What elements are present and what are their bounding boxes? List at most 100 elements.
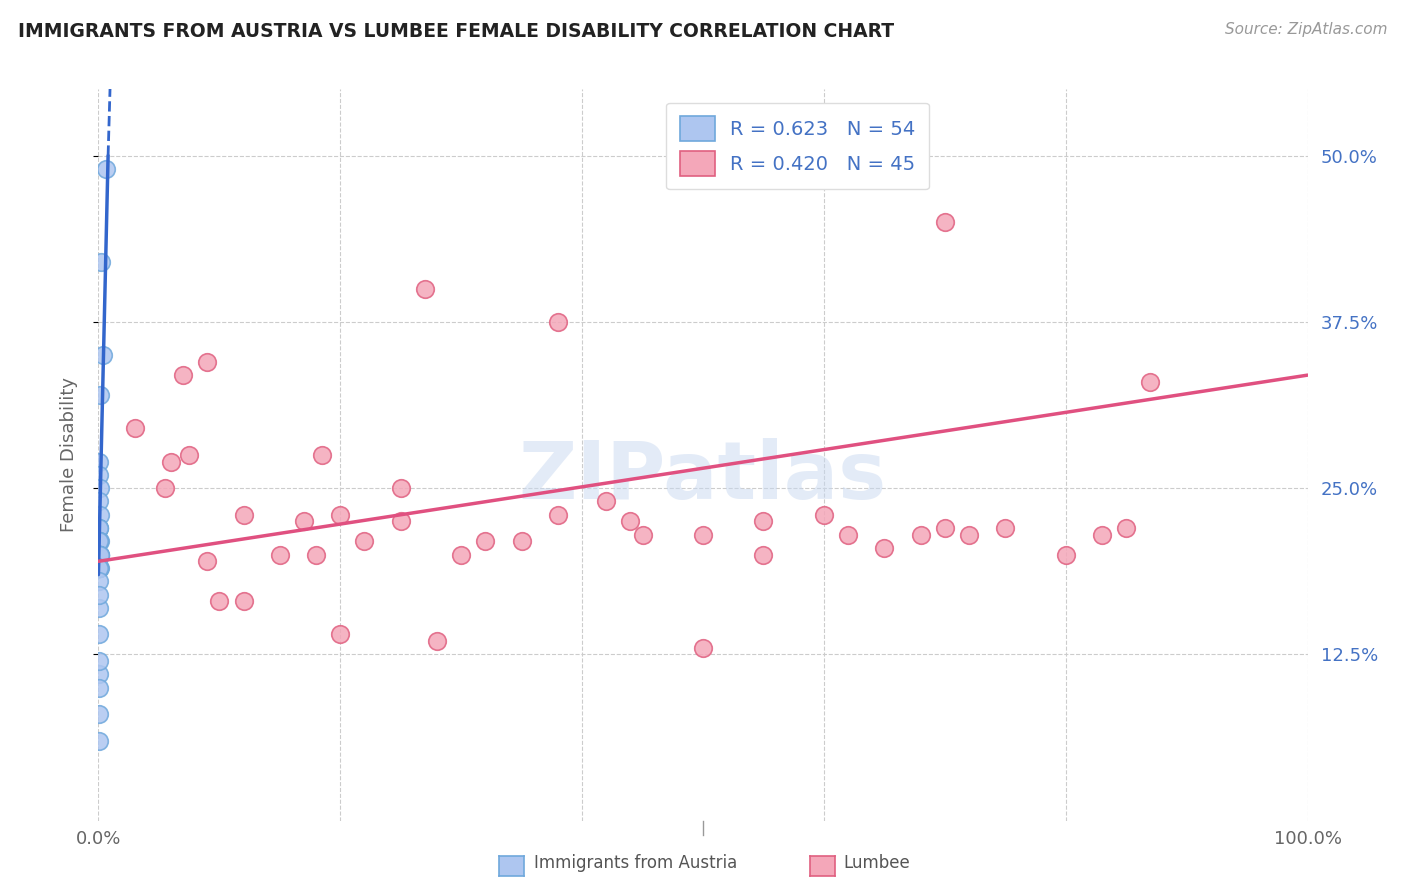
Point: [89, 548, 111, 562]
Point: [89, 534, 111, 549]
Point: [292, 515, 315, 529]
Point: [87, 521, 110, 535]
Point: [1091, 527, 1114, 541]
Point: [232, 594, 254, 608]
Point: [426, 634, 449, 648]
Point: [94, 161, 117, 176]
Point: [413, 282, 436, 296]
Point: [87, 561, 110, 575]
Point: [752, 515, 775, 529]
Text: Source: ZipAtlas.com: Source: ZipAtlas.com: [1225, 22, 1388, 37]
Point: [172, 368, 194, 383]
Point: [934, 521, 956, 535]
Point: [89, 548, 111, 562]
Point: [269, 548, 291, 562]
Point: [87, 588, 110, 602]
Point: [89, 574, 111, 589]
Point: [89, 561, 111, 575]
Point: [87, 548, 110, 562]
Text: ZIPatlas: ZIPatlas: [519, 438, 887, 516]
Point: [89, 548, 111, 562]
Point: [89, 534, 111, 549]
Point: [87, 734, 110, 748]
Point: [91, 348, 114, 362]
Point: [124, 421, 146, 435]
Point: [89, 548, 111, 562]
Point: [89, 388, 111, 402]
Point: [179, 448, 201, 462]
Point: [89, 561, 111, 575]
Point: [389, 481, 412, 495]
Point: [89, 548, 111, 562]
Point: [89, 561, 111, 575]
Point: [87, 561, 110, 575]
Point: [89, 561, 111, 575]
Point: [813, 508, 835, 522]
Point: [957, 527, 980, 541]
Text: Immigrants from Austria: Immigrants from Austria: [534, 855, 738, 872]
Point: [195, 554, 218, 568]
Point: [329, 508, 352, 522]
Point: [87, 534, 110, 549]
Point: [87, 548, 110, 562]
Point: [89, 548, 111, 562]
Legend: R = 0.623   N = 54, R = 0.420   N = 45: R = 0.623 N = 54, R = 0.420 N = 45: [666, 103, 929, 189]
Point: [87, 600, 110, 615]
Point: [87, 548, 110, 562]
Point: [595, 494, 617, 508]
Text: Lumbee: Lumbee: [844, 855, 910, 872]
Point: [353, 534, 375, 549]
Point: [87, 548, 110, 562]
Point: [208, 594, 231, 608]
Point: [1115, 521, 1137, 535]
Point: [87, 561, 110, 575]
Point: [837, 527, 859, 541]
Text: IMMIGRANTS FROM AUSTRIA VS LUMBEE FEMALE DISABILITY CORRELATION CHART: IMMIGRANTS FROM AUSTRIA VS LUMBEE FEMALE…: [18, 22, 894, 41]
Point: [994, 521, 1017, 535]
Point: [1054, 548, 1077, 562]
Point: [329, 627, 352, 641]
Point: [87, 561, 110, 575]
Point: [619, 515, 641, 529]
Point: [547, 508, 569, 522]
Point: [87, 667, 110, 681]
Point: [89, 508, 111, 522]
Point: [692, 640, 714, 655]
Y-axis label: Female Disability: Female Disability: [59, 377, 77, 533]
Point: [692, 527, 714, 541]
Point: [474, 534, 496, 549]
Point: [547, 315, 569, 329]
Point: [311, 448, 333, 462]
Point: [89, 534, 111, 549]
Point: [89, 561, 111, 575]
Point: [89, 521, 111, 535]
Point: [89, 548, 111, 562]
Point: [87, 681, 110, 695]
Point: [450, 548, 472, 562]
Point: [752, 548, 775, 562]
Point: [89, 548, 111, 562]
Point: [89, 548, 111, 562]
Point: [1139, 375, 1161, 389]
Point: [232, 508, 254, 522]
Point: [631, 527, 654, 541]
Point: [195, 355, 218, 369]
Point: [160, 454, 183, 468]
Point: [89, 534, 111, 549]
Point: [389, 515, 412, 529]
Point: [89, 548, 111, 562]
Point: [89, 561, 111, 575]
Point: [934, 215, 956, 229]
Point: [87, 521, 110, 535]
Point: [153, 481, 176, 495]
Point: [510, 534, 533, 549]
Point: [87, 561, 110, 575]
Point: [90, 255, 112, 269]
Point: [87, 654, 110, 668]
Point: [89, 467, 111, 482]
Point: [87, 707, 110, 722]
Point: [87, 454, 110, 468]
Point: [89, 494, 111, 508]
Point: [873, 541, 896, 555]
Point: [89, 561, 111, 575]
